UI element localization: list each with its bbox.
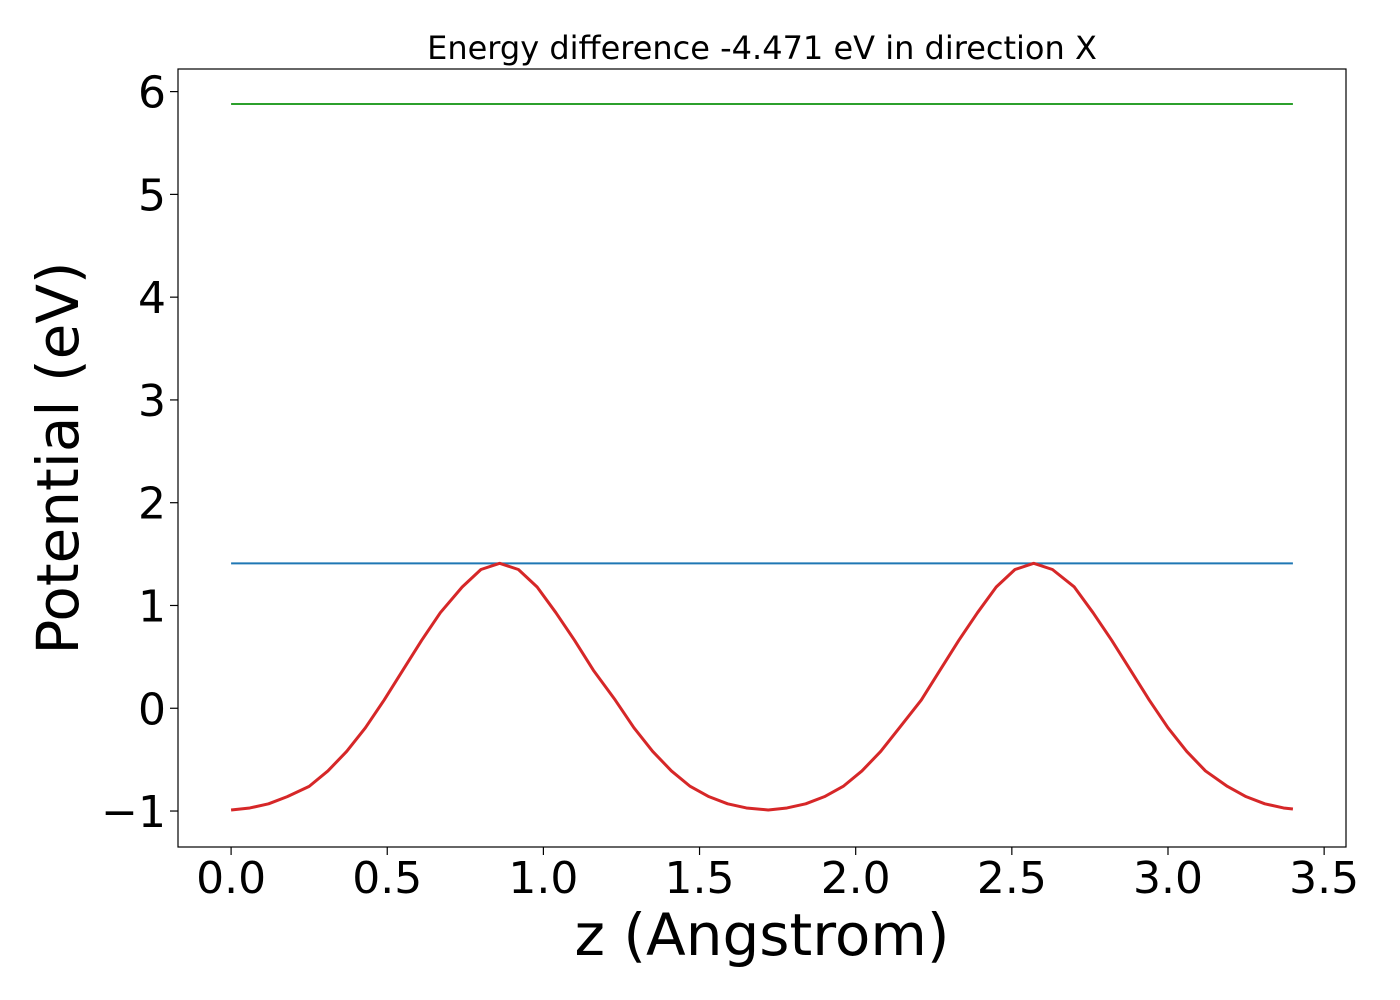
x-tick-label: 0.5 (352, 853, 422, 904)
x-axis-ticks: 0.0 0.5 1.0 1.5 2.0 2.5 3.0 3.5 (196, 847, 1359, 904)
y-tick-label: 6 (138, 68, 166, 119)
series-layer (230, 102, 1294, 812)
x-tick-label: 2.5 (977, 853, 1047, 904)
x-tick-label: 1.5 (665, 853, 735, 904)
x-tick-label: 3.5 (1289, 853, 1359, 904)
y-tick-label: 4 (138, 273, 166, 324)
x-axis-label: z (Angstrom) (575, 901, 950, 969)
x-tick-label: 1.0 (508, 853, 578, 904)
chart-title: Energy difference -4.471 eV in direction… (427, 29, 1097, 67)
x-tick-label: 3.0 (1133, 853, 1203, 904)
y-tick-label: 0 (138, 684, 166, 735)
y-axis-label: Potential (eV) (24, 261, 92, 654)
y-axis-ticks: −1 0 1 2 3 4 5 6 (101, 68, 178, 838)
y-tick-label: 2 (138, 479, 166, 530)
y-tick-label: −1 (101, 787, 166, 838)
plot-area-frame (177, 68, 1347, 848)
x-tick-label: 0.0 (196, 853, 266, 904)
x-tick-label: 2.0 (821, 853, 891, 904)
y-tick-label: 1 (138, 581, 166, 632)
y-tick-label: 5 (138, 170, 166, 221)
series-line-3 (230, 561, 1294, 812)
y-tick-label: 3 (138, 376, 166, 427)
